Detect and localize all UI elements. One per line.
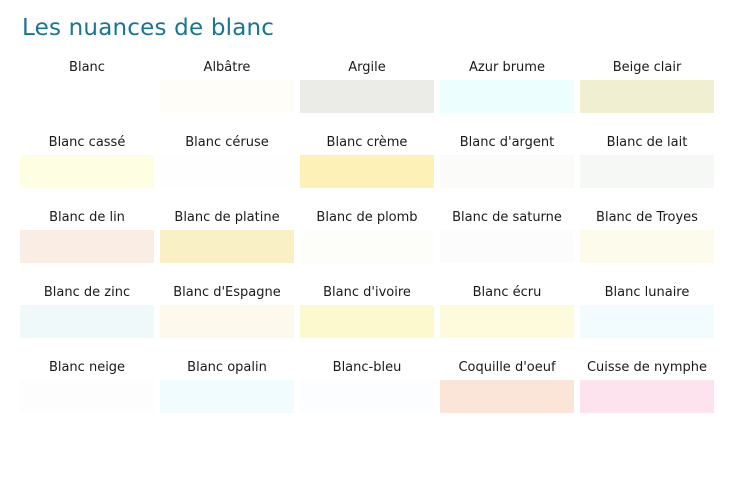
- swatch-label: Blanc cassé: [48, 135, 126, 151]
- swatch-label: Blanc lunaire: [604, 285, 690, 301]
- swatch-color: [160, 305, 294, 339]
- color-swatch-cell: Albâtre: [160, 58, 294, 114]
- swatch-color: [440, 80, 574, 114]
- swatch-color: [580, 230, 714, 264]
- color-swatch-cell: Blanc: [20, 58, 154, 114]
- swatch-label: Blanc de platine: [174, 210, 280, 226]
- swatch-label: Azur brume: [469, 60, 545, 76]
- swatch-label: Coquille d'oeuf: [458, 360, 556, 376]
- swatch-label: Blanc: [69, 60, 105, 76]
- color-swatch-cell: Blanc écru: [440, 283, 574, 339]
- swatch-label: Albâtre: [203, 60, 251, 76]
- swatch-label: Blanc écru: [472, 285, 542, 301]
- swatch-color: [20, 305, 154, 339]
- color-swatch-cell: Blanc céruse: [160, 133, 294, 189]
- color-swatch-cell: Beige clair: [580, 58, 714, 114]
- page-title: Les nuances de blanc: [22, 15, 275, 41]
- color-swatch-cell: Blanc neige: [20, 358, 154, 414]
- color-swatch-cell: Blanc de plomb: [300, 208, 434, 264]
- swatch-label: Blanc opalin: [187, 360, 267, 376]
- swatch-color: [20, 380, 154, 414]
- swatch-color: [580, 155, 714, 189]
- color-swatch-cell: Coquille d'oeuf: [440, 358, 574, 414]
- swatch-color: [20, 80, 154, 114]
- swatch-label: Blanc neige: [48, 360, 126, 376]
- color-swatch-cell: Azur brume: [440, 58, 574, 114]
- swatch-label: Blanc de saturne: [452, 210, 562, 226]
- swatch-color: [160, 230, 294, 264]
- swatch-color: [300, 380, 434, 414]
- swatch-label: Argile: [348, 60, 386, 76]
- swatch-color: [580, 80, 714, 114]
- swatch-label: Blanc de lin: [49, 210, 125, 226]
- swatch-color: [20, 230, 154, 264]
- swatch-label: Blanc de Troyes: [596, 210, 698, 226]
- swatch-color: [160, 380, 294, 414]
- swatch-color: [580, 380, 714, 414]
- swatch-label: Blanc d'argent: [459, 135, 555, 151]
- color-swatch-cell: Blanc de platine: [160, 208, 294, 264]
- swatch-label: Blanc-bleu: [332, 360, 402, 376]
- swatch-color: [440, 155, 574, 189]
- color-swatch-cell: Argile: [300, 58, 434, 114]
- swatch-color: [300, 80, 434, 114]
- swatch-color: [160, 80, 294, 114]
- swatch-color: [440, 305, 574, 339]
- swatch-color: [440, 230, 574, 264]
- swatch-label: Blanc de zinc: [43, 285, 131, 301]
- color-swatch-cell: Blanc lunaire: [580, 283, 714, 339]
- swatch-color: [300, 305, 434, 339]
- color-swatch-cell: Blanc de saturne: [440, 208, 574, 264]
- swatch-label: Cuisse de nymphe: [586, 360, 708, 376]
- swatch-label: Blanc d'Espagne: [173, 285, 281, 301]
- swatch-grid: Blanc Albâtre Argile Azur brume Beige cl…: [20, 58, 736, 414]
- color-swatch-cell: Blanc d'argent: [440, 133, 574, 189]
- color-swatch-cell: Blanc de lin: [20, 208, 154, 264]
- color-swatch-cell: Blanc d'Espagne: [160, 283, 294, 339]
- swatch-label: Blanc de lait: [606, 135, 688, 151]
- swatch-label: Beige clair: [612, 60, 682, 76]
- color-swatch-cell: Blanc de Troyes: [580, 208, 714, 264]
- swatch-label: Blanc d'ivoire: [323, 285, 411, 301]
- color-swatch-cell: Cuisse de nymphe: [580, 358, 714, 414]
- swatch-color: [580, 305, 714, 339]
- color-swatch-cell: Blanc de lait: [580, 133, 714, 189]
- swatch-label: Blanc de plomb: [316, 210, 418, 226]
- swatch-label: Blanc céruse: [185, 135, 269, 151]
- swatch-color: [20, 155, 154, 189]
- swatch-color: [300, 230, 434, 264]
- swatch-color: [440, 380, 574, 414]
- color-swatch-cell: Blanc-bleu: [300, 358, 434, 414]
- swatch-color: [160, 155, 294, 189]
- color-swatch-cell: Blanc cassé: [20, 133, 154, 189]
- color-swatch-cell: Blanc de zinc: [20, 283, 154, 339]
- color-swatch-cell: Blanc opalin: [160, 358, 294, 414]
- color-swatch-cell: Blanc crème: [300, 133, 434, 189]
- color-swatch-cell: Blanc d'ivoire: [300, 283, 434, 339]
- swatch-label: Blanc crème: [326, 135, 408, 151]
- swatch-color: [300, 155, 434, 189]
